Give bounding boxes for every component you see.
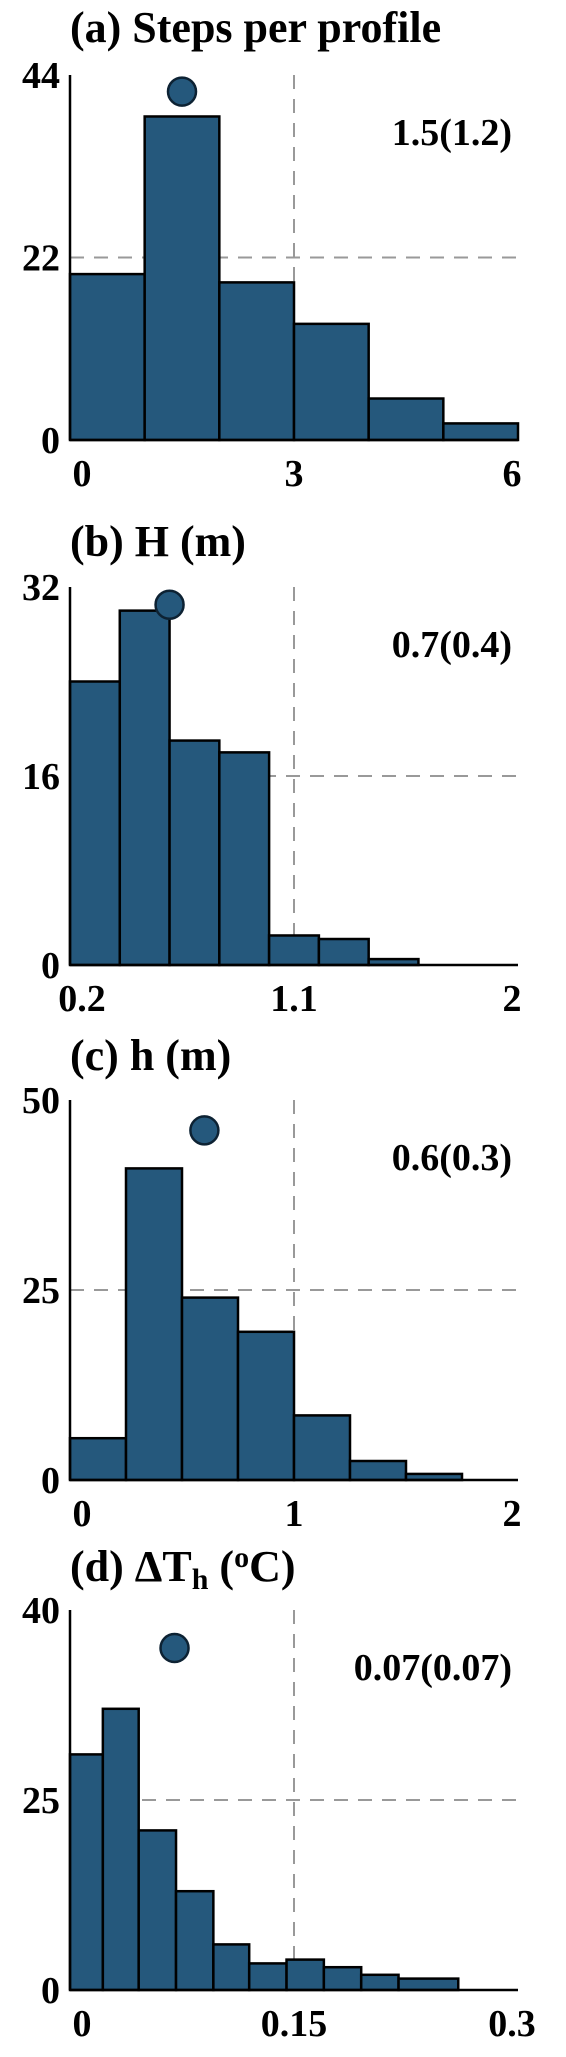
panel-c: (c) h (m) 0.6(0.3) 0 25 50 0 1 2	[22, 1031, 522, 1535]
histogram-bar	[143, 115, 221, 442]
y-tick-label: 25	[22, 1780, 60, 1822]
panel-title: (b) H (m)	[70, 517, 246, 566]
panel-title: (c) h (m)	[70, 1031, 231, 1080]
x-tick-label: 2	[503, 978, 522, 1020]
histogram-bar	[174, 1889, 215, 1992]
histogram-bar	[68, 680, 122, 967]
histogram-bar	[322, 1965, 363, 1992]
histogram-bar	[267, 934, 321, 967]
stat-label: 0.07(0.07)	[354, 1647, 512, 1689]
histogram-bar	[247, 1962, 288, 1992]
y-tick-label: 0	[41, 945, 60, 987]
histogram-bar	[397, 1977, 460, 1992]
mean-marker	[166, 76, 198, 107]
x-tick-label: 3	[285, 453, 304, 495]
histogram-bar	[367, 397, 445, 442]
stat-label: 1.5(1.2)	[392, 112, 512, 154]
histogram-bar	[218, 751, 271, 967]
x-tick-label: 1.1	[270, 978, 318, 1020]
x-tick-label: 2	[503, 1493, 522, 1535]
y-tick-label: 22	[22, 238, 60, 280]
panel-title: (a) Steps per profile	[70, 3, 441, 52]
histogram-bar	[137, 1829, 178, 1992]
histogram-bar	[236, 1330, 296, 1482]
histogram-bar	[124, 1167, 184, 1482]
x-tick-label: 1	[285, 1493, 304, 1535]
histogram-bar	[218, 281, 296, 442]
x-tick-label: 0	[73, 453, 92, 495]
stat-label: 0.7(0.4)	[392, 624, 512, 666]
y-tick-label: 25	[22, 1270, 60, 1312]
panel-b: (b) H (m) 0.7(0.4) 0 16 32 0.2 1.1 2	[22, 517, 522, 1020]
histogram-bar	[442, 422, 520, 442]
histogram-bar	[68, 1436, 128, 1482]
y-tick-label: 0	[41, 1460, 60, 1502]
mean-marker	[189, 1115, 220, 1146]
histogram-bar	[285, 1958, 326, 1992]
histogram-bar	[348, 1459, 408, 1482]
y-tick-label: 50	[22, 1080, 60, 1122]
panel-d: (d) ΔTh (oC) 0.07(0.07) 0 25 40 0 0.15 0.3	[22, 1541, 536, 2045]
x-tick-label: 0	[73, 2003, 92, 2045]
x-tick-label: 0	[73, 1493, 92, 1535]
histogram-bar	[317, 937, 370, 967]
histogram-bar	[180, 1296, 240, 1482]
histogram-bar	[212, 1943, 251, 1992]
stat-label: 0.6(0.3)	[392, 1137, 512, 1179]
panel-a: (a) Steps per profile 1.5(1.2) 0 22 44 0 3 6	[22, 3, 522, 495]
histogram-bar	[68, 1753, 105, 1992]
x-tick-label: 6	[503, 453, 522, 495]
histogram-bar	[118, 609, 171, 967]
x-tick-label: 0.15	[261, 2003, 328, 2045]
y-tick-label: 0	[41, 1970, 60, 2012]
y-tick-label: 32	[22, 567, 60, 609]
histogram-bar	[168, 739, 221, 967]
panel-title: (d) ΔTh (oC)	[70, 1541, 296, 1596]
histogram-bar	[68, 272, 146, 442]
mean-marker	[159, 1632, 190, 1664]
y-tick-label: 40	[22, 1590, 60, 1632]
mean-marker	[154, 589, 185, 620]
histogram-bar	[292, 1414, 352, 1482]
histogram-bar	[359, 1973, 400, 1992]
y-tick-label: 0	[41, 420, 60, 462]
x-tick-label: 0.2	[58, 978, 106, 1020]
x-tick-label: 0.3	[488, 2003, 536, 2045]
histogram-bar	[292, 322, 370, 442]
y-tick-label: 16	[22, 756, 60, 798]
histogram-bar	[101, 1707, 140, 1992]
y-tick-label: 44	[22, 55, 60, 97]
